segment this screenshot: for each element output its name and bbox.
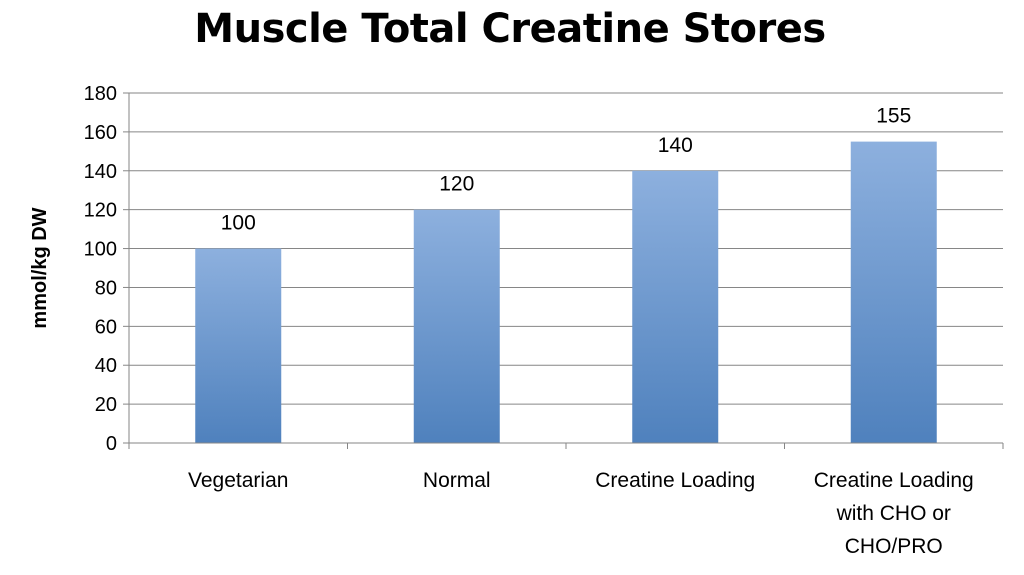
y-tick-label: 140 bbox=[84, 161, 117, 183]
y-tick-label: 40 bbox=[95, 355, 117, 377]
bars bbox=[195, 141, 937, 443]
y-tick-label: 60 bbox=[95, 316, 117, 338]
y-tick-label: 100 bbox=[84, 239, 117, 261]
y-tick-label: 20 bbox=[95, 394, 117, 416]
data-label: 155 bbox=[876, 105, 911, 128]
y-tick-label: 160 bbox=[84, 122, 117, 144]
labels: 0 20 40 60 80 100 120 140 160 180 100 Vegetarian 120… bbox=[84, 83, 974, 558]
bar bbox=[413, 209, 500, 443]
y-tick-label: 120 bbox=[84, 200, 117, 222]
y-axis-label: mmol/kg DW bbox=[29, 207, 51, 328]
y-tick-label: 180 bbox=[84, 83, 117, 105]
x-category-label: Vegetarian bbox=[188, 469, 288, 492]
y-tick-label: 80 bbox=[95, 277, 117, 299]
x-category-label: Creatine Loading with CHO or CHO/PRO bbox=[814, 469, 974, 558]
data-label: 100 bbox=[221, 212, 256, 235]
y-tick-label: 0 bbox=[106, 433, 117, 455]
chart-title: Muscle Total Creatine Stores bbox=[194, 6, 826, 52]
data-label: 140 bbox=[658, 134, 693, 157]
bar bbox=[850, 141, 937, 443]
axes bbox=[123, 92, 1004, 449]
bar bbox=[195, 248, 282, 443]
data-label: 120 bbox=[439, 173, 474, 196]
x-category-label: Creatine Loading bbox=[595, 469, 755, 492]
bar bbox=[632, 170, 719, 443]
x-category-label: Normal bbox=[423, 469, 491, 492]
